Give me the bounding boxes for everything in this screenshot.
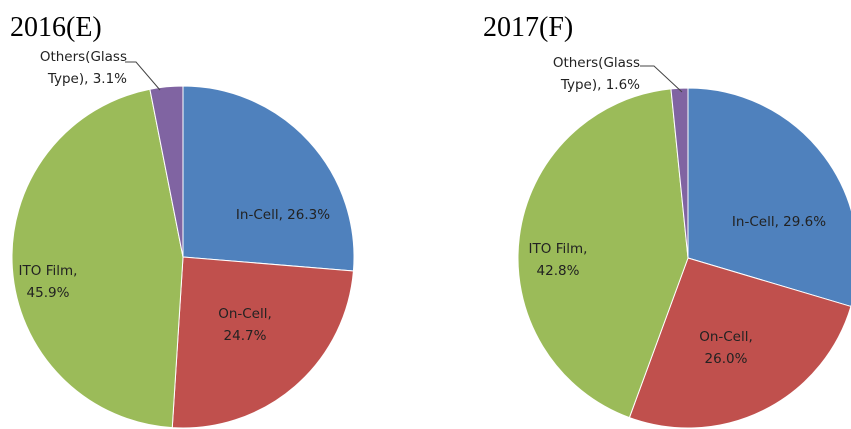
label-category: Others(Glass Type) [552,55,640,93]
pie-slice [149,85,184,258]
chart-title: 2016(E) [10,12,102,43]
data-label: Others(Glass Type), 1.6% [552,55,640,93]
data-label: ITO Film, 42.8% [528,241,588,279]
label-value: 42.8% [536,263,580,279]
label-category: In-Cell [235,207,279,223]
data-label-text: In-Cell, 26.3% [235,207,331,223]
pie-slice [687,87,851,307]
data-label-text: Others(Glass Type), 3.1% [39,49,127,87]
label-category: ITO Film [18,263,74,279]
data-label: ITO Film, 45.9% [18,263,78,301]
data-label-text: Others(Glass Type), 1.6% [552,55,640,93]
label-category: On-Cell [218,306,268,322]
data-label: On-Cell, 26.0% [699,329,753,367]
label-value: 3.1% [92,71,127,87]
label-value: 24.7% [223,328,267,344]
pie-slice [628,257,851,429]
data-label: In-Cell, 26.3% [235,207,331,223]
data-label-text: In-Cell, 29.6% [731,214,827,230]
pie-slice [171,256,354,429]
label-value: 26.3% [287,207,331,223]
label-category: In-Cell [731,214,775,230]
label-value: 29.6% [783,214,827,230]
data-label-text: On-Cell, 26.0% [699,329,753,367]
leader-line [125,61,161,91]
label-category: Others(Glass Type) [39,49,127,87]
label-category: On-Cell [699,329,749,345]
label-value: 45.9% [26,285,70,301]
data-label-text: ITO Film, 45.9% [18,263,78,301]
label-category: ITO Film [528,241,584,257]
pie-slice [182,85,355,272]
label-value: 1.6% [605,77,640,93]
data-label-text: ITO Film, 42.8% [528,241,588,279]
data-label-text: On-Cell, 24.7% [218,306,272,344]
data-label: In-Cell, 29.6% [731,214,827,230]
chart-title: 2017(F) [483,12,573,43]
pie-slice [517,88,689,419]
pie-slice [670,87,689,259]
data-label: On-Cell, 24.7% [218,306,272,344]
label-value: 26.0% [704,351,748,367]
data-label: Others(Glass Type), 3.1% [39,49,127,87]
pie-slice [11,88,184,429]
leader-line [640,65,683,93]
